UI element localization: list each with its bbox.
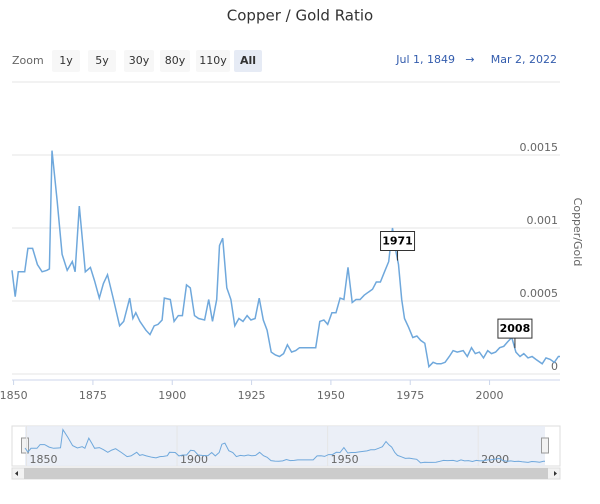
zoom-button-label[interactable]: 5y — [95, 54, 109, 67]
x-tick-label: 1875 — [79, 389, 107, 402]
navigator-tick-label: 1900 — [180, 453, 208, 466]
scroll-left-arrow[interactable] — [15, 471, 18, 476]
series-line — [11, 150, 560, 369]
zoom-button-label[interactable]: All — [240, 54, 256, 67]
navigator-line — [24, 428, 545, 464]
flag-box[interactable] — [497, 318, 533, 339]
y-tick-label: 0 — [551, 360, 558, 373]
navigator-tick-label: 1950 — [331, 453, 359, 466]
zoom-label: Zoom — [12, 54, 44, 67]
zoom-button[interactable] — [234, 50, 262, 72]
chart-title: Copper / Gold Ratio — [227, 7, 373, 25]
scroll-right-arrow[interactable] — [554, 471, 557, 476]
y-tick-label: 0.0005 — [520, 287, 559, 300]
zoom-button-label[interactable]: 80y — [165, 54, 186, 67]
zoom-button[interactable] — [196, 50, 230, 72]
y-axis-title: Copper/Gold — [571, 198, 584, 267]
zoom-button-label[interactable]: 30y — [129, 54, 150, 67]
x-tick-label: 1975 — [396, 389, 424, 402]
zoom-button-label[interactable]: 1y — [59, 54, 73, 67]
scrollbar-thumb[interactable] — [24, 468, 548, 479]
flag-label[interactable]: 1971 — [382, 235, 413, 248]
y-tick-label: 0.001 — [527, 214, 559, 227]
navigator-handle-left[interactable] — [21, 437, 29, 454]
zoom-button[interactable] — [52, 50, 80, 72]
zoom-button[interactable] — [124, 50, 154, 72]
zoom-button[interactable] — [88, 50, 116, 72]
x-tick-label: 2000 — [476, 389, 504, 402]
range-to[interactable]: Mar 2, 2022 — [491, 53, 557, 66]
zoom-button-label[interactable]: 110y — [199, 54, 227, 67]
range-from[interactable]: Jul 1, 1849 — [395, 53, 455, 66]
range-separator: → — [465, 53, 474, 66]
x-tick-label: 1925 — [238, 389, 266, 402]
x-tick-label: 1900 — [158, 389, 186, 402]
y-tick-label: 0.0015 — [520, 141, 559, 154]
navigator-mask[interactable] — [25, 426, 545, 466]
zoom-button[interactable] — [160, 50, 190, 72]
navigator-handle-right[interactable] — [541, 437, 549, 454]
x-tick-label: 1950 — [317, 389, 345, 402]
navigator-tick-label: 1850 — [30, 453, 58, 466]
flag-box[interactable] — [380, 231, 416, 251]
x-tick-label: 1850 — [0, 389, 28, 402]
flag-label[interactable]: 2008 — [500, 322, 531, 335]
